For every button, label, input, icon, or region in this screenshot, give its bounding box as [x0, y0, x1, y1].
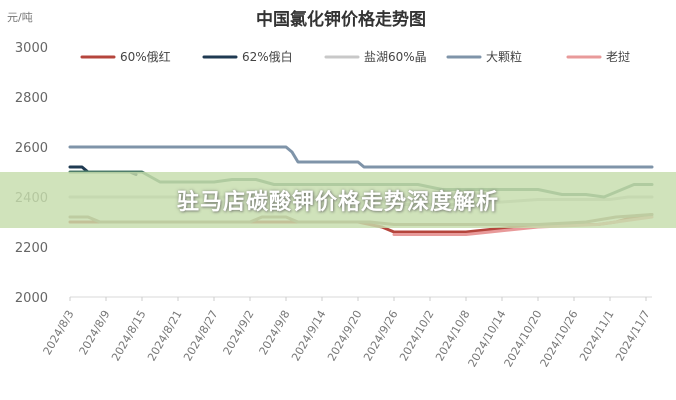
legend-label: 盐湖60%晶: [364, 49, 427, 64]
banner-title: 驻马店碳酸钾价格走势深度解析: [176, 190, 499, 215]
x-tick-label: 2024/10/26: [538, 308, 581, 369]
chart-title: 中国氯化钾价格走势图: [256, 9, 426, 30]
x-tick-label: 2024/9/26: [361, 308, 400, 363]
y-axis-unit: 元/吨: [7, 11, 33, 24]
y-tick-label: 2600: [15, 141, 48, 156]
legend: 60%俄红 62%俄白 盐湖60%晶 大颗粒 老挝: [80, 49, 630, 64]
x-tick-label: 2024/10/8: [433, 308, 472, 363]
x-tick-label: 2024/9/2: [221, 308, 257, 357]
legend-label: 老挝: [606, 50, 630, 64]
x-tick-label: 2024/8/3: [41, 308, 77, 357]
y-tick-labels: 200022002400260028003000: [15, 41, 48, 306]
x-axis: 2024/8/3 2024/8/92024/8/152024/8/212024/8…: [41, 296, 653, 369]
x-tick-label: 2024/11/7: [613, 308, 652, 363]
legend-label: 大颗粒: [486, 49, 522, 64]
x-tick-label: 2024/9/14: [289, 308, 328, 363]
x-tick-label: 2024/8/21: [145, 308, 184, 363]
legend-label: 62%俄白: [242, 49, 293, 64]
x-tick-label: 2024/8/9: [77, 308, 113, 357]
x-tick-label: 2024/8/15: [109, 308, 148, 363]
y-tick-label: 3000: [15, 41, 48, 56]
x-tick-label: 2024/10/2: [397, 308, 436, 363]
y-tick-label: 2200: [15, 241, 48, 256]
title-banner: 驻马店碳酸钾价格走势深度解析: [0, 172, 676, 228]
series-line-4: [68, 145, 654, 169]
x-tick-label: 2024/11/1: [577, 308, 616, 363]
x-tick-label: 2024/9/20: [325, 308, 364, 363]
y-tick-label: 2800: [15, 91, 48, 106]
x-tick-label: 2024/9/8: [257, 308, 293, 357]
legend-label: 60%俄红: [120, 49, 171, 64]
x-tick-label: 2024/8/27: [181, 308, 220, 363]
y-tick-label: 2000: [15, 291, 48, 306]
